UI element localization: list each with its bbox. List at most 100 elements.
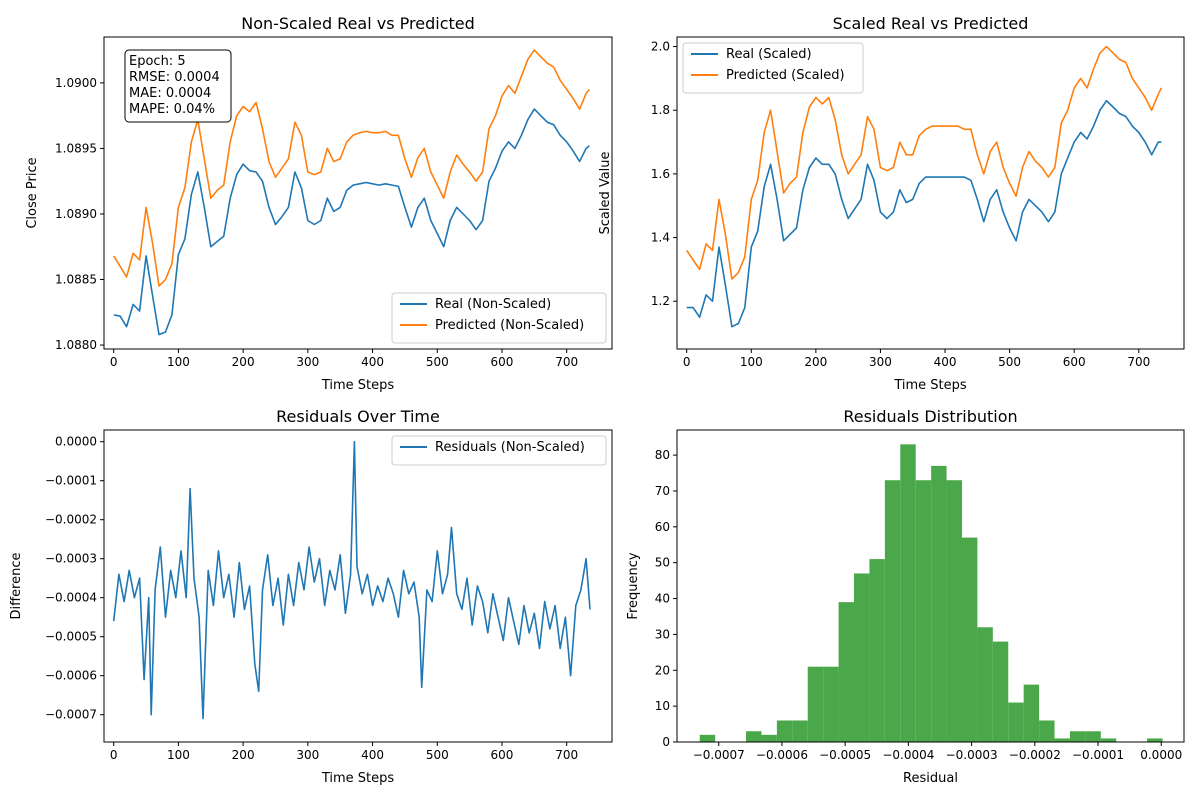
- annotation-line: RMSE: 0.0004: [129, 70, 220, 85]
- histogram-bar: [1069, 731, 1086, 742]
- y-tick-label: 1.0900: [55, 76, 97, 90]
- histogram-bar: [823, 666, 839, 742]
- y-tick-label: 50: [655, 556, 670, 570]
- chart-panel-4: −0.0007 −0.0006 −0.0005 −0.0004 −0.0003 −0.00…: [626, 407, 1185, 786]
- axes-frame: [676, 36, 1185, 350]
- chart-title: Scaled Real vs Predicted: [833, 14, 1029, 33]
- y-tick-label: 1.2: [651, 294, 670, 308]
- x-tick-label: 300: [296, 748, 319, 762]
- y-tick-label: −0.0004: [45, 591, 97, 605]
- chart-title: Residuals Distribution: [843, 407, 1017, 426]
- histogram-bar: [746, 731, 762, 742]
- legend-label: Real (Scaled): [726, 47, 812, 62]
- histogram-bar: [992, 641, 1009, 742]
- histogram-bar: [838, 602, 855, 742]
- axes-frame: [103, 429, 613, 743]
- x-tick-label: 300: [869, 355, 892, 369]
- series-line-1: [112, 440, 591, 720]
- histogram-bar: [1100, 738, 1117, 742]
- histogram-bar: [869, 559, 885, 742]
- y-tick-label: 0.0000: [55, 435, 97, 449]
- histogram-bar: [1039, 720, 1055, 742]
- x-tick-label: −0.0006: [756, 748, 808, 762]
- x-tick-label: 500: [426, 748, 449, 762]
- x-axis-label: Time Steps: [321, 378, 395, 393]
- plot-data: [112, 440, 591, 720]
- x-tick-label: 600: [1063, 355, 1086, 369]
- histogram-bar: [776, 720, 793, 742]
- y-tick-label: 0: [662, 735, 670, 749]
- legend-label: Predicted (Scaled): [726, 68, 845, 83]
- x-tick-label: 600: [491, 355, 514, 369]
- x-tick-label: 0: [110, 748, 118, 762]
- x-tick-label: −0.0005: [819, 748, 871, 762]
- series-line-2: [113, 49, 591, 287]
- histogram-bar: [1054, 738, 1070, 742]
- y-tick-label: 70: [655, 484, 670, 498]
- histogram-bar: [961, 537, 978, 742]
- x-axis-label: Residual: [903, 771, 958, 786]
- annotation-line: MAE: 0.0004: [129, 86, 211, 101]
- legend-box: [682, 42, 864, 94]
- y-tick-label: 10: [655, 699, 670, 713]
- x-tick-label: 200: [804, 355, 827, 369]
- x-axis-label: Time Steps: [893, 378, 967, 393]
- y-tick-label: 1.0895: [55, 141, 97, 155]
- y-tick-label: 1.0885: [55, 273, 97, 287]
- y-axis-label: Frequency: [626, 552, 641, 619]
- legend-label: Residuals (Non-Scaled): [435, 440, 585, 455]
- y-tick-label: 2.0: [651, 40, 670, 54]
- axes-frame: [103, 36, 613, 350]
- y-axis-label: Close Price: [25, 157, 40, 228]
- y-tick-label: −0.0001: [45, 474, 97, 488]
- y-tick-label: 1.0880: [55, 338, 97, 352]
- y-tick-label: 40: [655, 592, 670, 606]
- x-axis-label: Time Steps: [321, 771, 395, 786]
- annotation-line: Epoch: 5: [129, 54, 186, 69]
- x-tick-label: 500: [426, 355, 449, 369]
- legend: Residuals (Non-Scaled): [391, 435, 607, 466]
- x-tick-label: 0: [110, 355, 118, 369]
- histogram-bar: [1085, 731, 1101, 742]
- legend: Real (Scaled) Predicted (Scaled): [682, 42, 864, 94]
- x-tick-label: −0.0003: [946, 748, 998, 762]
- x-tick-label: 200: [232, 355, 255, 369]
- chart-panel-1: 0 100 200 300 400 500 600 700 1.0880 1.0885 1.0890…: [25, 14, 613, 393]
- plot-data: [686, 45, 1163, 328]
- x-tick-label: 0: [683, 355, 691, 369]
- chart-panel-3: 0 100 200 300 400 500 600 700 0.0000 −0.0001 −0.00…: [9, 407, 613, 786]
- y-tick-label: 20: [655, 663, 670, 677]
- legend-box: [391, 292, 607, 344]
- histogram-bar: [761, 734, 777, 742]
- y-tick-label: −0.0003: [45, 552, 97, 566]
- legend-label: Real (Non-Scaled): [435, 297, 551, 312]
- x-tick-label: 400: [361, 355, 384, 369]
- y-axis-label: Scaled Value: [598, 151, 613, 234]
- x-tick-label: 100: [167, 748, 190, 762]
- x-tick-label: 700: [555, 355, 578, 369]
- x-tick-label: 500: [998, 355, 1021, 369]
- y-tick-label: −0.0005: [45, 630, 97, 644]
- histogram-bar: [900, 444, 916, 742]
- x-tick-label: 200: [232, 748, 255, 762]
- y-tick-label: 60: [655, 520, 670, 534]
- y-tick-label: 1.0890: [55, 207, 97, 221]
- histogram-bar: [699, 734, 716, 742]
- y-tick-label: 80: [655, 448, 670, 462]
- x-tick-label: 600: [491, 748, 514, 762]
- plot-data: [113, 49, 591, 336]
- histogram-bar: [884, 480, 901, 742]
- legend-label: Predicted (Non-Scaled): [435, 318, 584, 333]
- series-line-2: [686, 45, 1163, 280]
- histogram-bar: [915, 480, 932, 742]
- legend: Real (Non-Scaled) Predicted (Non-Scaled): [391, 292, 607, 344]
- chart-title: Non-Scaled Real vs Predicted: [241, 14, 475, 33]
- legend-box: [391, 435, 607, 466]
- x-tick-label: 700: [1127, 355, 1150, 369]
- x-tick-label: 400: [934, 355, 957, 369]
- series-line-1: [113, 108, 590, 336]
- x-tick-label: −0.0002: [1009, 748, 1061, 762]
- y-tick-label: −0.0006: [45, 669, 97, 683]
- histogram-bar: [854, 573, 870, 742]
